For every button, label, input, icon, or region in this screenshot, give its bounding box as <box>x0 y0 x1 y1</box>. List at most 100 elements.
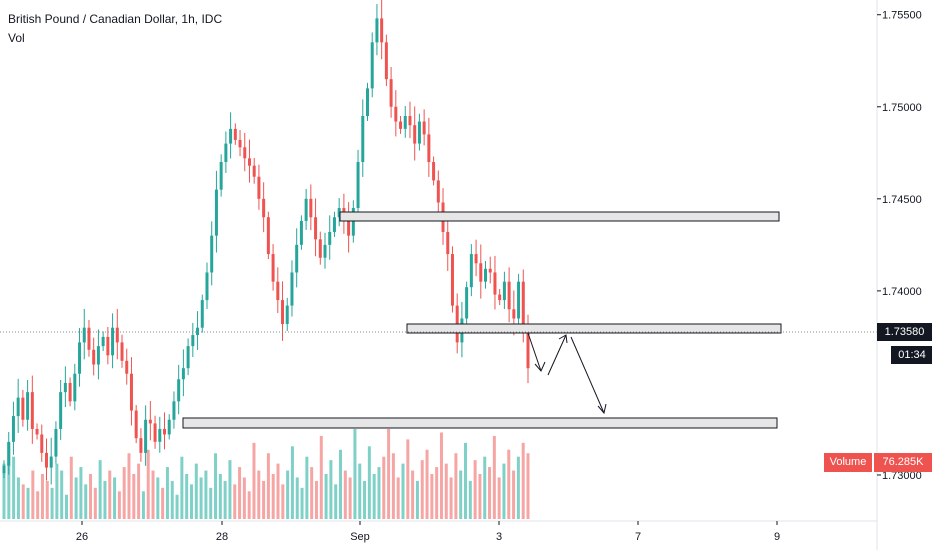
arrow-head-1 <box>534 361 546 372</box>
resistance-zone[interactable] <box>339 211 780 222</box>
candle-body <box>129 373 133 411</box>
volume-bar <box>98 460 102 519</box>
volume-bar <box>108 470 112 519</box>
candle-body <box>148 419 152 424</box>
demand-zone[interactable] <box>182 417 778 429</box>
candle-body <box>323 244 327 258</box>
candle-body <box>200 300 204 328</box>
last-price-tag: 1.73580 <box>877 323 932 341</box>
volume-bar <box>84 484 88 519</box>
volume-bar <box>16 477 20 519</box>
x-tick-label: 3 <box>496 531 502 543</box>
volume-bar <box>435 467 439 519</box>
candles <box>2 0 530 485</box>
candle-body <box>285 305 289 325</box>
chart-legend: British Pound / Canadian Dollar, 1h, IDC… <box>8 10 222 48</box>
volume-bar <box>170 480 174 519</box>
chart-title: British Pound / Canadian Dollar, 1h, IDC <box>8 12 223 26</box>
candle-body <box>30 392 34 429</box>
volume-bar <box>281 484 285 519</box>
arrow-head-2 <box>558 334 568 344</box>
candle-body <box>432 162 436 181</box>
volume-bar <box>276 463 280 519</box>
candle-body <box>96 346 100 365</box>
candle-body <box>78 342 82 374</box>
candle-body <box>262 198 266 218</box>
candle-body <box>484 268 488 282</box>
candle-body <box>196 327 200 336</box>
volume-bar <box>175 494 179 519</box>
y-tick-label: 1.75000 <box>882 102 922 114</box>
volume-bar <box>382 456 386 519</box>
volume-bar <box>242 477 246 519</box>
candle-body <box>351 208 355 236</box>
volume-bars <box>2 429 530 519</box>
volume-bar <box>286 470 290 519</box>
volume-bar <box>257 470 261 519</box>
volume-bar <box>146 449 150 519</box>
candle-body <box>186 346 190 369</box>
support-zone[interactable] <box>406 323 782 334</box>
candle-body <box>304 198 308 221</box>
volume-bar <box>507 449 511 519</box>
candle-body <box>49 456 53 468</box>
candle-body <box>205 272 209 301</box>
candle-body <box>413 125 417 144</box>
volume-bar <box>396 477 400 519</box>
candle-body <box>356 162 360 209</box>
candle-body <box>512 309 516 319</box>
volume-bar <box>180 456 184 519</box>
volume-bar <box>459 470 463 519</box>
volume-bar <box>521 442 525 519</box>
candle-body <box>163 428 167 435</box>
arrow-line-2 <box>547 334 567 376</box>
volume-bar <box>55 463 59 519</box>
candle-body <box>21 397 25 420</box>
volume-bar <box>141 491 145 519</box>
candle-body <box>167 419 171 435</box>
x-tick-label: 7 <box>635 531 641 543</box>
candle-body <box>115 327 119 343</box>
volume-bar <box>209 487 213 519</box>
candle-body <box>502 281 506 301</box>
volume-bar <box>233 484 237 519</box>
candle-body <box>224 143 228 163</box>
volume-bar <box>367 446 371 519</box>
candle-body <box>106 336 110 356</box>
candle-body <box>375 18 379 43</box>
volume-bar <box>420 460 424 519</box>
volume-bar <box>36 491 40 519</box>
candle-body <box>172 401 176 420</box>
candle-body <box>299 220 303 245</box>
candle-body <box>295 244 299 273</box>
x-tick-label: Sep <box>350 531 370 543</box>
volume-label: Volume <box>824 453 872 472</box>
candle-body <box>465 287 469 319</box>
y-tick-label: 1.74000 <box>882 286 922 298</box>
volume-bar <box>502 463 506 519</box>
candle-body <box>181 368 185 380</box>
candle-body <box>40 434 44 453</box>
candle-body <box>26 392 30 420</box>
volume-bar <box>473 460 477 519</box>
volume-bar <box>60 470 64 519</box>
volume-bar <box>45 480 49 519</box>
volume-bar <box>266 453 270 519</box>
volume-bar <box>21 484 25 519</box>
volume-bar <box>69 456 73 519</box>
projection-arrows <box>527 332 607 415</box>
volume-bar <box>512 470 516 519</box>
volume-bar <box>339 449 343 519</box>
volume-bar <box>117 491 121 519</box>
volume-bar <box>50 487 54 519</box>
candle-body <box>417 121 421 144</box>
volume-bar <box>483 456 487 519</box>
candle-body <box>120 342 124 361</box>
volume-bar <box>324 474 328 519</box>
volume-bar <box>329 460 333 519</box>
candle-body <box>488 268 492 273</box>
volume-bar <box>79 467 83 519</box>
volume-bar <box>214 453 218 519</box>
volume-bar <box>454 453 458 519</box>
